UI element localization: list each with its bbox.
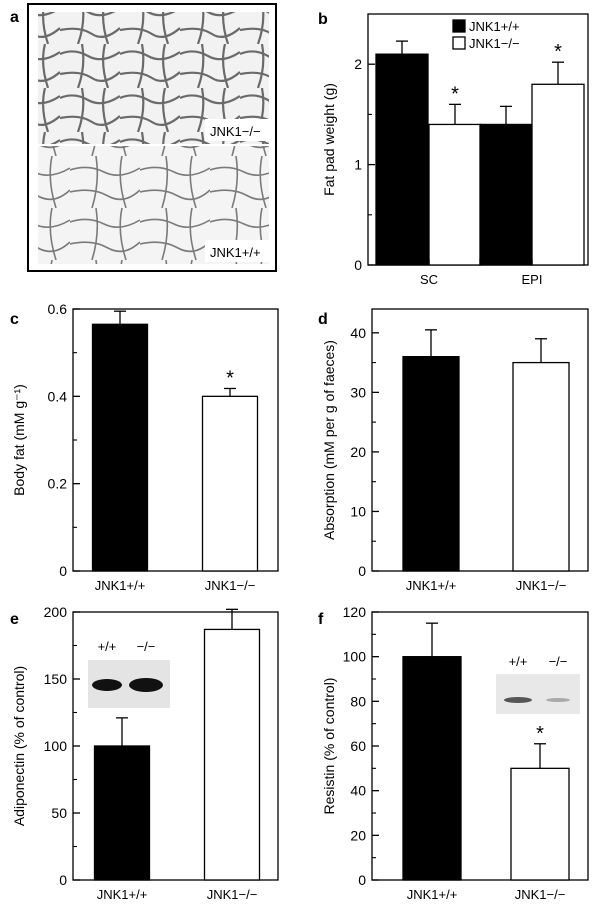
y-tick-label: 0 — [358, 563, 366, 579]
bar-ko-significance: * — [536, 723, 544, 745]
bar-wt — [402, 355, 460, 572]
bar-ko — [203, 628, 261, 881]
bar-wt — [91, 323, 149, 572]
chart-d: d 0 10 20 30 40 Absorption (mM per g of faeces… — [318, 308, 589, 593]
blot-e-band-ko — [129, 678, 163, 692]
y-tick-label: 2 — [354, 56, 362, 72]
blot-e-lane-2: −/− — [137, 639, 156, 654]
bar-ko — [512, 361, 570, 572]
bar-sc-ko — [428, 123, 482, 266]
y-tick-label: 100 — [343, 649, 367, 665]
x-category-label: JNK1+/+ — [406, 578, 457, 593]
x-category-label: JNK1−/− — [515, 887, 566, 902]
micrograph-bottom-label: JNK1+/+ — [210, 245, 261, 260]
y-axis-label: Resistin (% of control) — [321, 678, 337, 815]
micrograph-bottom-label-bg — [205, 240, 269, 262]
x-category-label: JNK1−/− — [207, 887, 258, 902]
y-tick-label: 100 — [44, 738, 68, 754]
panel-letter-c: c — [10, 311, 19, 328]
blot-f: +/+ −/− — [496, 654, 580, 714]
bar-epi-wt — [479, 123, 533, 266]
y-tick-label: 20 — [350, 444, 366, 460]
y-axis-label: Adiponectin (% of control) — [11, 666, 27, 826]
y-tick-label: 0.4 — [48, 388, 68, 404]
y-tick-label: 30 — [350, 384, 366, 400]
blot-e-lane-1: +/+ — [98, 639, 117, 654]
micrograph-top-label-bg — [205, 119, 269, 141]
bar-epi-ko-significance: * — [554, 41, 562, 63]
x-category-label: SC — [420, 272, 438, 287]
y-axis-label: Fat pad weight (g) — [321, 83, 337, 196]
y-tick-label: 20 — [350, 827, 366, 843]
bar-ko — [201, 395, 259, 572]
micrograph-frame — [27, 3, 277, 272]
x-category-label: EPI — [522, 272, 543, 287]
bar-ko-significance: * — [226, 367, 234, 389]
legend-label: JNK1+/+ — [469, 19, 520, 34]
bar-wt — [402, 656, 462, 881]
panel-letter-d: d — [318, 311, 328, 328]
y-tick-label: 50 — [51, 805, 67, 821]
blot-e: +/+ −/− — [88, 639, 170, 708]
panel-letter-f: f — [318, 611, 324, 628]
plot-frame — [371, 308, 589, 572]
y-tick-label: 0.2 — [48, 476, 68, 492]
chart-b: b 0 1 2 Fat pad weight (g) * SC * EPI JNK1+/+ JNK1… — [318, 11, 589, 287]
legend-swatch — [452, 19, 466, 33]
y-tick-label: 0 — [354, 257, 362, 273]
panel-letter-a: a — [10, 9, 19, 26]
y-tick-label: 40 — [350, 783, 366, 799]
y-tick-label: 0 — [358, 872, 366, 888]
bar-sc-wt — [375, 53, 429, 266]
bar-epi-ko — [531, 83, 585, 266]
y-tick-label: 0.6 — [48, 301, 68, 317]
blot-f-background — [496, 674, 580, 714]
bar-wt — [93, 745, 151, 881]
panel-a: a JNK1−/− JNK1+/+ — [10, 3, 277, 272]
y-tick-label: 80 — [350, 693, 366, 709]
blot-f-band-ko — [546, 698, 570, 702]
legend-label: JNK1−/− — [469, 36, 520, 51]
x-category-label: JNK1+/+ — [97, 887, 148, 902]
panel-letter-e: e — [10, 611, 19, 628]
blot-f-band-wt — [504, 697, 532, 703]
blot-e-band-wt — [92, 679, 122, 691]
legend-swatch — [452, 36, 466, 50]
x-category-label: JNK1−/− — [516, 578, 567, 593]
y-tick-label: 120 — [343, 604, 367, 620]
y-tick-label: 200 — [44, 604, 68, 620]
y-tick-label: 1 — [354, 157, 362, 173]
x-category-label: JNK1+/+ — [95, 578, 146, 593]
y-tick-label: 40 — [350, 325, 366, 341]
y-tick-label: 150 — [44, 671, 68, 687]
blot-f-lane-2: −/− — [549, 654, 568, 669]
chart-f: f 0 20 40 60 80 100 120 Resistin (% of control) J… — [318, 604, 589, 902]
y-axis-label: Body fat (mM g⁻¹) — [11, 384, 27, 496]
x-category-label: JNK1+/+ — [407, 887, 458, 902]
y-tick-label: 10 — [350, 503, 366, 519]
micrograph-top-label: JNK1−/− — [210, 124, 261, 139]
y-tick-label: 0 — [59, 872, 67, 888]
y-axis-label: Absorption (mM per g of faeces) — [321, 340, 337, 540]
blot-f-lane-1: +/+ — [509, 654, 528, 669]
y-tick-label: 60 — [350, 738, 366, 754]
bar-sc-ko-significance: * — [451, 83, 459, 105]
y-tick-label: 0 — [59, 563, 67, 579]
x-category-label: JNK1−/− — [205, 578, 256, 593]
panel-letter-b: b — [318, 11, 328, 28]
bar-ko — [510, 767, 570, 881]
chart-c: c 0 0.2 0.4 0.6 Body fat (mM g⁻¹) JNK1+/+ * JNK1… — [10, 301, 279, 593]
